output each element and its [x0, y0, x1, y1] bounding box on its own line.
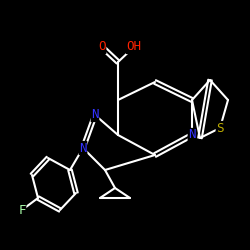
Text: N: N — [79, 142, 87, 154]
Text: OH: OH — [126, 40, 142, 54]
Text: O: O — [98, 40, 106, 54]
Text: F: F — [18, 204, 26, 216]
Text: N: N — [91, 108, 99, 122]
Text: S: S — [216, 122, 224, 134]
Text: N: N — [188, 128, 196, 141]
